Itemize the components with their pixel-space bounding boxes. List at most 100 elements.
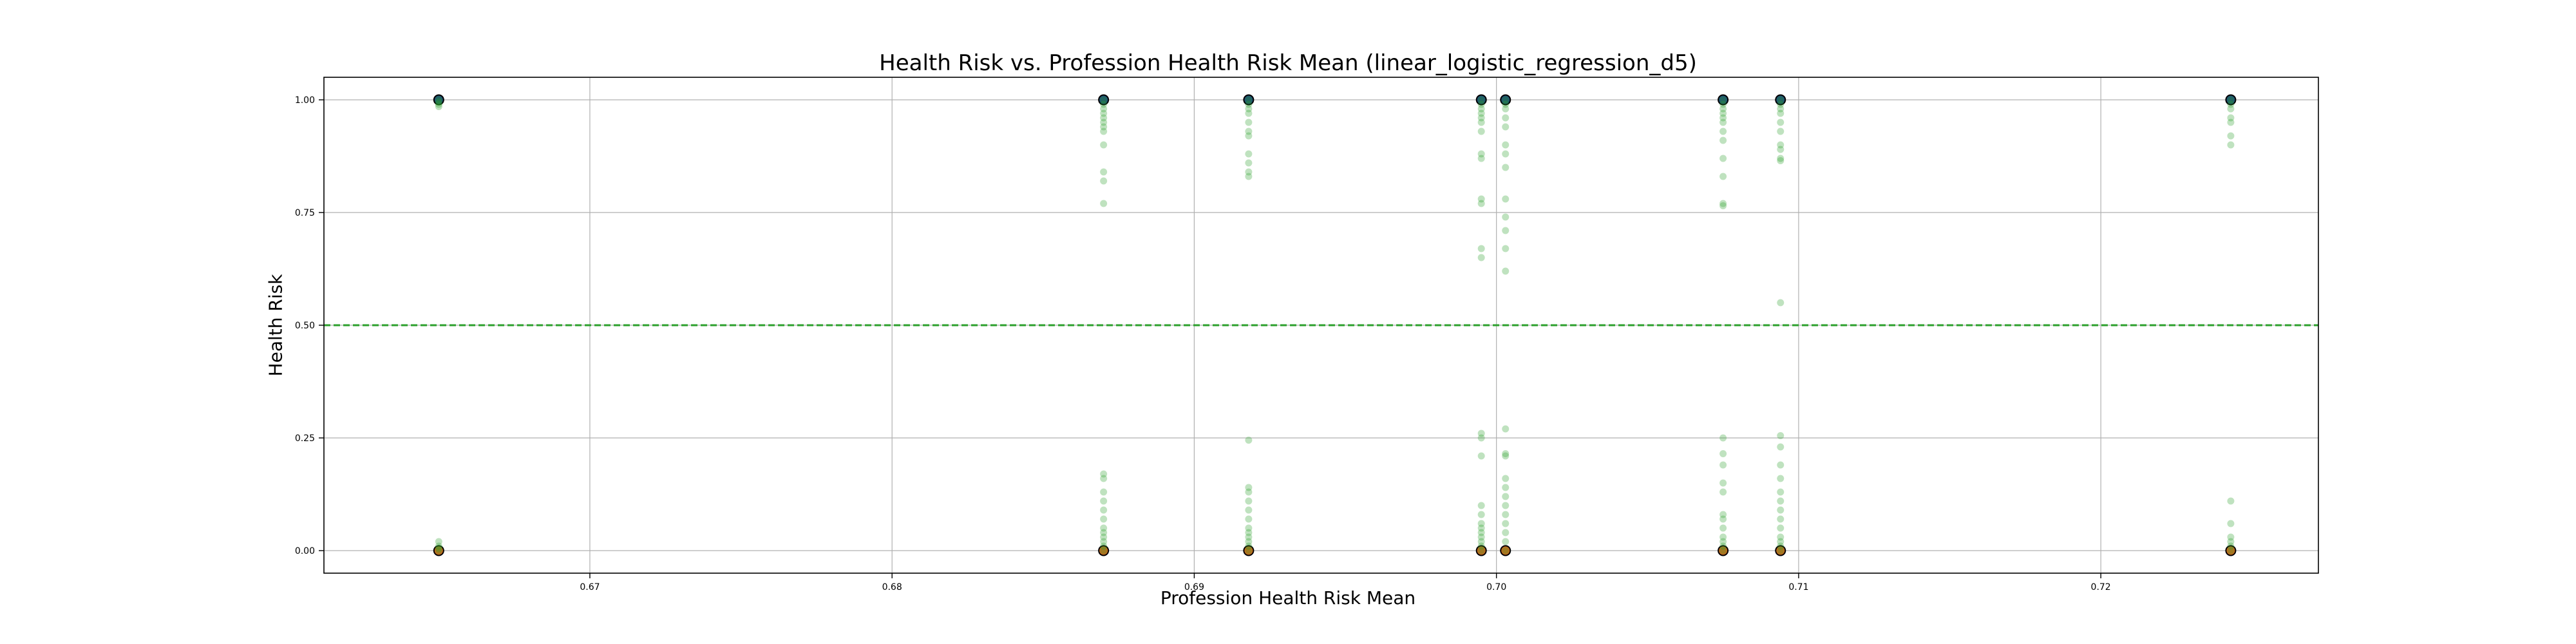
- x-axis-label: Profession Health Risk Mean: [1160, 587, 1416, 609]
- predicted-point: [1777, 146, 1785, 153]
- predicted-point: [1502, 213, 1510, 221]
- predicted-point: [1245, 547, 1253, 554]
- predicted-point: [1245, 96, 1253, 104]
- predicted-point: [1777, 533, 1785, 541]
- predicted-point: [435, 547, 442, 554]
- predicted-point: [1719, 173, 1727, 180]
- actual-high-point: [1475, 94, 1487, 106]
- predicted-point: [1100, 515, 1108, 523]
- predicted-point: [1502, 538, 1510, 545]
- predicted-point: [1100, 114, 1108, 122]
- predicted-point: [1502, 450, 1510, 457]
- predicted-point: [1477, 529, 1485, 536]
- predicted-point: [1100, 100, 1108, 108]
- predicted-point: [1719, 155, 1727, 162]
- predicted-point: [1477, 195, 1485, 203]
- predicted-point: [1719, 479, 1727, 487]
- predicted-point: [2227, 520, 2235, 527]
- predicted-point: [1477, 200, 1485, 207]
- predicted-point: [1245, 497, 1253, 505]
- actual-low-point: [1718, 545, 1729, 556]
- predicted-point: [1100, 141, 1108, 149]
- predicted-point: [2227, 547, 2235, 554]
- actual-low-point: [1098, 545, 1110, 556]
- predicted-point: [1100, 488, 1108, 496]
- predicted-point: [435, 99, 442, 106]
- actual-high-point: [1718, 94, 1729, 106]
- predicted-point: [1719, 96, 1727, 104]
- predicted-point: [1719, 137, 1727, 144]
- predicted-point: [1777, 299, 1785, 307]
- actual-high-point: [1098, 94, 1110, 106]
- y-tick-label: 0.25: [295, 433, 315, 444]
- chart-title: Health Risk vs. Profession Health Risk M…: [879, 50, 1697, 76]
- predicted-point: [2227, 105, 2235, 113]
- predicted-point: [1719, 542, 1727, 550]
- predicted-point: [1719, 100, 1727, 108]
- predicted-point: [1719, 128, 1727, 135]
- predicted-point: [1477, 538, 1485, 545]
- predicted-point: [1777, 542, 1785, 550]
- predicted-point: [1502, 502, 1510, 509]
- predicted-point: [1502, 484, 1510, 491]
- predicted-point: [1245, 538, 1253, 545]
- x-tick-label: 0.67: [580, 582, 600, 592]
- y-axis-label: Health Risk: [265, 274, 287, 377]
- predicted-point: [1245, 105, 1253, 113]
- predicted-point: [1245, 484, 1253, 491]
- predicted-point: [1502, 425, 1510, 433]
- predicted-point: [1719, 538, 1727, 545]
- predicted-point: [1502, 123, 1510, 131]
- predicted-point: [1477, 434, 1485, 442]
- predicted-point: [1502, 114, 1510, 122]
- predicted-point: [1245, 100, 1253, 108]
- x-tick-label: 0.69: [1184, 582, 1204, 592]
- y-tick-label: 1.00: [295, 95, 315, 106]
- predicted-point: [1100, 118, 1108, 126]
- predicted-point: [1777, 432, 1785, 439]
- predicted-point: [1502, 100, 1510, 108]
- predicted-point: [1100, 96, 1108, 104]
- predicted-point: [1245, 109, 1253, 117]
- y-tick-label: 0.50: [295, 321, 315, 331]
- predicted-point: [2227, 118, 2235, 126]
- predicted-point: [1502, 452, 1510, 460]
- predicted-point: [2227, 542, 2235, 550]
- predicted-point: [1719, 434, 1727, 442]
- predicted-point: [1719, 109, 1727, 117]
- predicted-point: [1477, 155, 1485, 162]
- predicted-point: [1100, 506, 1108, 514]
- predicted-point: [1719, 200, 1727, 207]
- predicted-point: [1719, 547, 1727, 554]
- predicted-point: [1777, 524, 1785, 532]
- predicted-point: [1719, 202, 1727, 209]
- actual-low-point: [2225, 545, 2237, 556]
- predicted-point: [1502, 267, 1510, 275]
- predicted-point: [1502, 164, 1510, 171]
- predicted-point: [1477, 118, 1485, 126]
- predicted-point: [1777, 157, 1785, 164]
- predicted-point: [1719, 533, 1727, 541]
- predicted-point: [1245, 524, 1253, 532]
- predicted-point: [1100, 475, 1108, 482]
- predicted-point: [1502, 245, 1510, 252]
- actual-low-point: [1775, 545, 1786, 556]
- predicted-point: [1100, 529, 1108, 536]
- predicted-point: [435, 100, 442, 108]
- predicted-point: [1100, 168, 1108, 176]
- predicted-point: [1477, 533, 1485, 541]
- predicted-point: [1100, 547, 1108, 554]
- predicted-point: [1502, 227, 1510, 234]
- predicted-point: [435, 103, 442, 110]
- predicted-point: [1245, 506, 1253, 514]
- predicted-point: [1777, 475, 1785, 482]
- predicted-point: [1245, 542, 1253, 550]
- predicted-point: [1502, 493, 1510, 500]
- predicted-point: [1477, 547, 1485, 554]
- predicted-point: [1777, 141, 1785, 149]
- ticks-layer: 0.67 0.68 0.69 0.70 0.71 0.72 0.00 0.25 0.50 0.75…: [295, 95, 2111, 592]
- predicted-point: [1719, 118, 1727, 126]
- predicted-point: [2227, 497, 2235, 505]
